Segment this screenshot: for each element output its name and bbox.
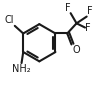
Text: Cl: Cl <box>4 15 14 25</box>
Text: F: F <box>65 3 70 13</box>
Text: F: F <box>87 6 93 16</box>
Text: F: F <box>85 23 91 33</box>
Text: NH₂: NH₂ <box>12 64 31 74</box>
Text: O: O <box>72 45 80 55</box>
